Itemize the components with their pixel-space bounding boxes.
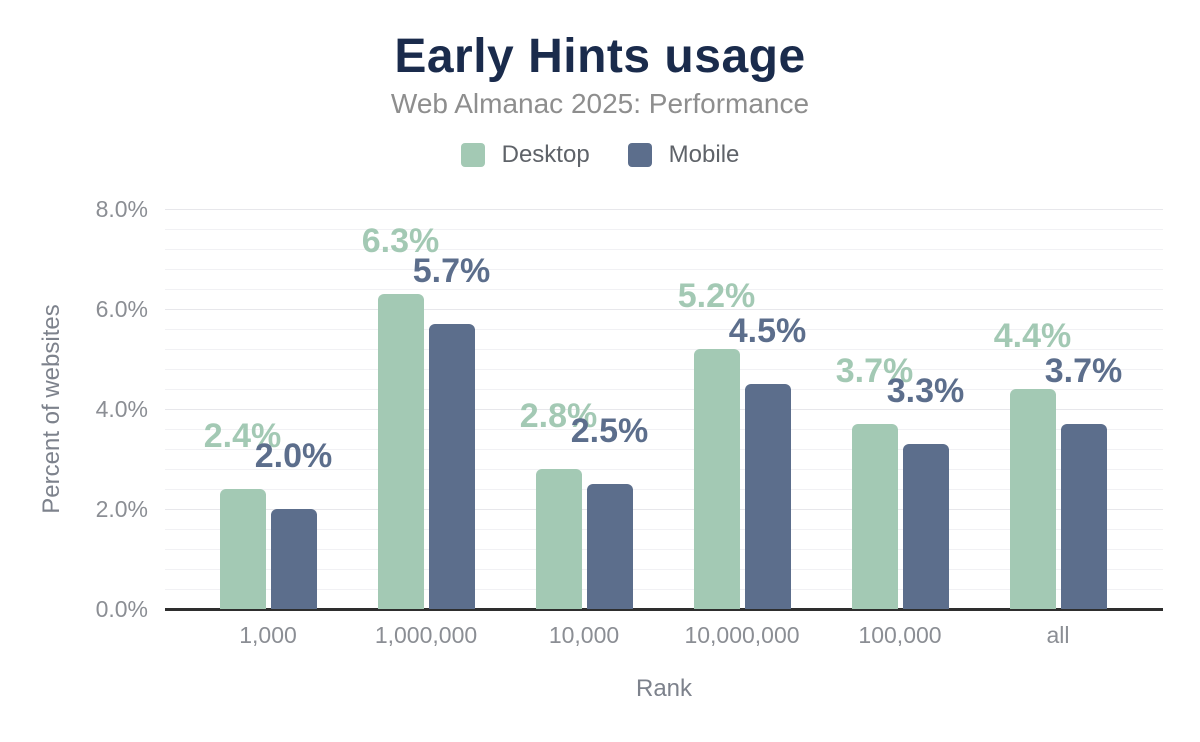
x-axis-line: [165, 608, 1163, 611]
mobile-swatch-icon: [627, 143, 652, 167]
x-tick-label: 1,000,000: [374, 622, 478, 648]
legend: Desktop Mobile: [0, 141, 1200, 169]
minor-gridline: [165, 528, 1163, 530]
value-label-mobile: 3.3%: [886, 372, 965, 410]
bar-desktop[interactable]: [1009, 389, 1056, 609]
legend-label-mobile: Mobile: [668, 141, 740, 168]
bar-mobile[interactable]: [428, 324, 475, 609]
minor-gridline: [165, 588, 1163, 590]
minor-gridline: [165, 448, 1163, 450]
y-tick-label: 4.0%: [95, 396, 148, 422]
y-tick-label: 0.0%: [95, 596, 148, 622]
value-label-mobile: 2.5%: [570, 412, 649, 450]
plot-area: 2.4% 6.3% 2.8% 5.2% 3.7% 4.4% 2.0% 5.7% 2.5% 4.5%…: [165, 208, 1163, 648]
x-tick-label: 10,000: [548, 622, 620, 648]
minor-gridline: [165, 228, 1163, 230]
legend-item-mobile[interactable]: Mobile: [627, 141, 740, 169]
minor-gridline: [165, 248, 1163, 250]
minor-gridline: [165, 368, 1163, 370]
desktop-swatch-icon: [460, 143, 485, 167]
bar-desktop[interactable]: [535, 469, 582, 609]
bar-mobile[interactable]: [586, 484, 633, 609]
x-tick-label: 10,000,000: [684, 622, 800, 648]
bar-desktop[interactable]: [693, 349, 740, 609]
bar-mobile[interactable]: [902, 444, 949, 609]
bar-mobile[interactable]: [1060, 424, 1107, 609]
major-gridline: [165, 208, 1163, 210]
minor-gridline: [165, 328, 1163, 330]
value-label-desktop: 2.4%: [203, 417, 282, 455]
value-label-mobile: 4.5%: [728, 312, 807, 350]
bar-desktop[interactable]: [851, 424, 898, 609]
chart-subtitle: Web Almanac 2025: Performance: [390, 88, 810, 119]
bar-mobile[interactable]: [270, 509, 317, 609]
chart-title: Early Hints usage: [394, 30, 806, 83]
value-label-mobile: 2.0%: [254, 437, 333, 475]
value-label-mobile: 5.7%: [412, 252, 491, 290]
minor-gridline: [165, 548, 1163, 550]
minor-gridline: [165, 348, 1163, 350]
legend-item-desktop[interactable]: Desktop: [460, 141, 590, 169]
minor-gridline: [165, 568, 1163, 570]
x-axis-title: Rank: [635, 675, 693, 702]
value-label-desktop: 4.4%: [993, 317, 1072, 355]
bar-desktop[interactable]: [219, 489, 266, 609]
value-label-desktop: 6.3%: [361, 222, 440, 260]
y-tick-label: 8.0%: [95, 196, 148, 222]
minor-gridline: [165, 288, 1163, 290]
minor-gridline: [165, 468, 1163, 470]
minor-gridline: [165, 488, 1163, 490]
major-gridline: [165, 408, 1163, 410]
minor-gridline: [165, 428, 1163, 430]
major-gridline: [165, 508, 1163, 510]
x-tick-label: 100,000: [858, 622, 942, 648]
x-tick-label: all: [1046, 622, 1070, 648]
value-label-desktop: 5.2%: [677, 277, 756, 315]
y-tick-label: 6.0%: [95, 296, 148, 322]
bar-desktop[interactable]: [377, 294, 424, 609]
major-gridline: [165, 308, 1163, 310]
value-label-mobile: 3.7%: [1044, 352, 1123, 390]
value-label-desktop: 2.8%: [519, 397, 598, 435]
value-label-desktop: 3.7%: [835, 352, 914, 390]
x-tick-label: 1,000: [239, 622, 297, 648]
legend-label-desktop: Desktop: [501, 141, 590, 168]
y-tick-label: 2.0%: [95, 496, 148, 522]
minor-gridline: [165, 268, 1163, 270]
bar-mobile[interactable]: [744, 384, 791, 609]
minor-gridline: [165, 388, 1163, 390]
